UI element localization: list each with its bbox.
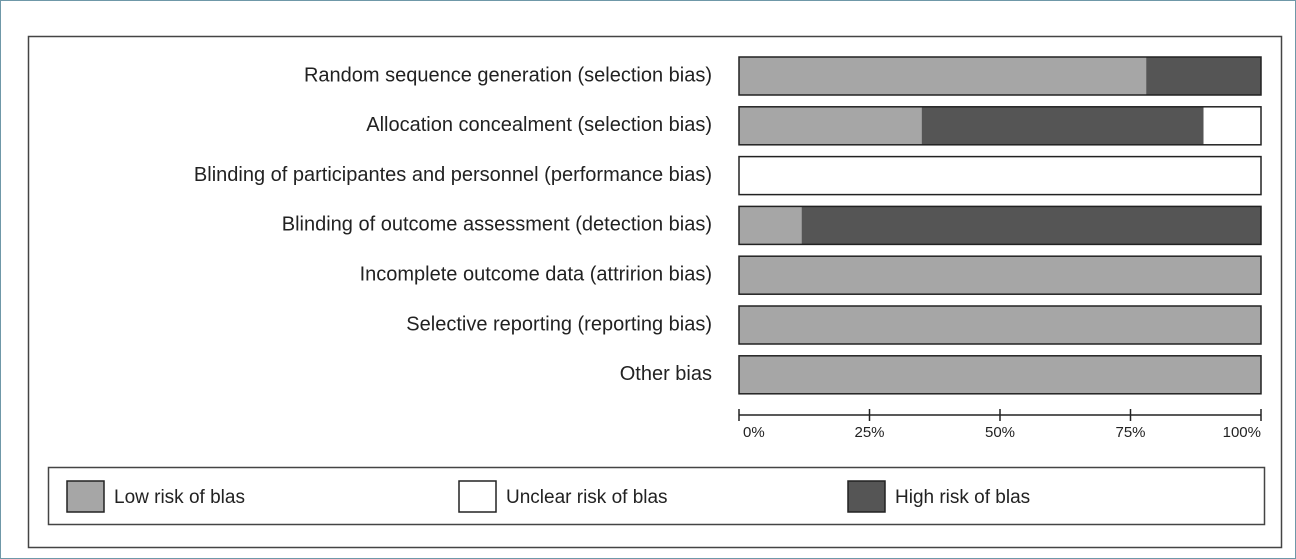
legend-border — [47, 466, 1266, 526]
x-tick-label: 100% — [1223, 424, 1261, 441]
legend-swatch — [66, 480, 105, 513]
x-tick-label: 25% — [854, 424, 884, 441]
category-label: Selective reporting (reporting bias) — [406, 313, 712, 335]
bar-segment — [739, 156, 1261, 195]
bar-outline — [738, 106, 1262, 146]
legend-swatch — [847, 480, 886, 513]
bar-outline — [738, 355, 1262, 395]
legend-label: Low risk of blas — [114, 487, 245, 508]
bar-outline — [738, 205, 1262, 246]
bar-segment — [739, 106, 922, 145]
bar-segment — [1146, 57, 1261, 95]
bar-segment — [739, 306, 1261, 344]
legend-label: Unclear risk of blas — [506, 487, 668, 508]
bar-outline — [738, 155, 1262, 196]
bar-segment — [801, 206, 1261, 245]
x-tick-label: 50% — [985, 424, 1015, 441]
legend-swatch — [458, 480, 497, 513]
bar-segment — [739, 206, 802, 245]
category-label: Blinding of outcome assessment (detectio… — [282, 214, 712, 236]
bar-segment — [921, 106, 1204, 145]
legend-label: High risk of blas — [895, 487, 1030, 508]
category-label: Incomplete outcome data (attririon bias) — [360, 263, 712, 285]
bar-outline — [738, 56, 1262, 96]
chart-border — [27, 35, 1283, 549]
bar-segment — [739, 256, 1261, 295]
bar-outline — [738, 305, 1262, 345]
bar-segment — [1203, 106, 1261, 145]
x-tick-label: 75% — [1115, 424, 1145, 441]
x-tick-label: 0% — [743, 424, 765, 441]
category-label: Other bias — [620, 363, 712, 385]
category-label: Allocation concealment (selection bias) — [366, 114, 712, 136]
category-label: Random sequence generation (selection bi… — [304, 64, 712, 86]
bar-segment — [739, 57, 1147, 95]
category-label: Blinding of participantes and personnel … — [194, 164, 712, 186]
bar-outline — [738, 255, 1262, 295]
bar-segment — [739, 355, 1261, 394]
